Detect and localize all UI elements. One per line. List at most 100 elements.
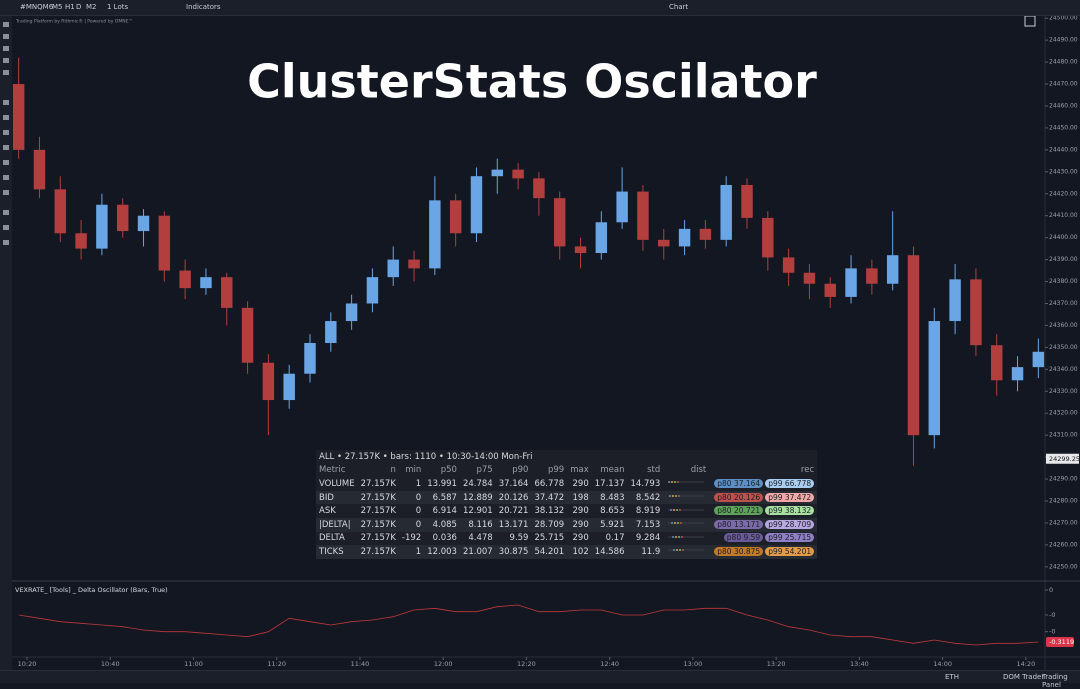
table-cell: 102 xyxy=(572,546,589,557)
candle-body xyxy=(803,272,816,284)
column-header: p75 xyxy=(476,465,493,476)
lots[interactable]: 1 Lots xyxy=(107,3,129,11)
indicators-button[interactable]: Indicators xyxy=(186,3,221,11)
status-button[interactable]: DOM Trader xyxy=(1003,673,1045,681)
y-tick-label: -0 xyxy=(1049,628,1055,636)
x-tick-label: 11:00 xyxy=(184,660,203,668)
timeframe[interactable]: H1 xyxy=(65,3,75,11)
table-cell: 17.137 xyxy=(594,478,625,489)
candle-body xyxy=(762,217,774,258)
table-cell: 4.478 xyxy=(468,533,493,544)
oscillator-line xyxy=(18,604,1039,646)
column-header: p90 xyxy=(512,465,529,476)
table-row: VOLUME 27.157K 1 13.991 24.784 37.164 66.778 29… xyxy=(316,477,817,491)
rec-pill: p99 28.709 xyxy=(765,519,815,529)
candle-body xyxy=(1032,351,1045,368)
rec-pill: p80 30.875 xyxy=(714,546,764,556)
column-header: n xyxy=(390,465,396,476)
dist-dot xyxy=(671,481,674,484)
rec-pill: p80 37.164 xyxy=(714,478,764,488)
column-header: std xyxy=(647,465,661,476)
dist-dot xyxy=(675,495,678,498)
candle-body xyxy=(616,191,628,223)
maximize-button[interactable] xyxy=(1024,15,1036,27)
table-cell: VOLUME xyxy=(319,478,355,489)
table-cell: 8.919 xyxy=(635,506,661,517)
dist-dot xyxy=(682,549,685,552)
table-cell: 0.17 xyxy=(605,533,625,544)
table-cell: 37.472 xyxy=(534,492,565,503)
candle-body xyxy=(699,228,712,240)
table-cell: 28.709 xyxy=(534,519,565,530)
x-tick-label: 11:40 xyxy=(351,660,370,668)
dist-dot xyxy=(681,535,684,538)
dist-dot xyxy=(677,481,680,484)
candle-body xyxy=(137,215,150,232)
candle-body xyxy=(96,204,108,249)
x-tick-label: 12:40 xyxy=(600,660,619,668)
x-tick-label: 10:40 xyxy=(101,660,120,668)
candle-body xyxy=(886,255,899,284)
timeframe[interactable]: D xyxy=(76,3,82,11)
dist-dot xyxy=(680,522,683,525)
rec-cell: p80 13.171 p99 28.709 xyxy=(709,518,817,532)
symbol[interactable]: #MNQM6 xyxy=(20,3,54,11)
column-header: mean xyxy=(600,465,625,476)
dist-dot xyxy=(673,549,676,552)
dist-sparkline xyxy=(668,508,705,511)
left-toolbar xyxy=(0,16,12,670)
table-cell: 0 xyxy=(415,506,422,517)
dist-cell xyxy=(663,491,709,505)
table-cell: BID xyxy=(319,492,334,503)
dist-sparkline xyxy=(668,495,705,498)
candle-body xyxy=(741,184,753,218)
dist-sparkline xyxy=(668,522,705,525)
table-header-row: ALL • 27.157K • bars: 1110 • 10:30-14:00… xyxy=(316,450,817,464)
y-tick-label: 24370.00 xyxy=(1049,300,1078,307)
table-cell: 30.875 xyxy=(498,546,529,557)
table-cell: 1 xyxy=(415,546,422,557)
column-header: p99 xyxy=(548,465,565,476)
candle-body xyxy=(75,233,87,249)
status-button[interactable]: Trading Panel xyxy=(1042,673,1068,689)
rec-pill: p99 25.715 xyxy=(765,533,815,543)
y-tick-label: 24420.00 xyxy=(1049,190,1078,197)
candle-body xyxy=(387,259,399,278)
table-cell: DELTA xyxy=(319,533,345,544)
dist-dot xyxy=(676,508,679,511)
x-tick-label: 14:20 xyxy=(1016,660,1035,668)
column-row: Metric n min p50 p75 p90 p99 max mean std dist rec xyxy=(316,464,817,478)
x-tick-label: 12:00 xyxy=(434,660,453,668)
y-tick-label: 24250.00 xyxy=(1049,563,1078,570)
dist-dot xyxy=(678,535,681,538)
candle-body xyxy=(262,362,275,401)
rec-pill: p99 54.201 xyxy=(765,546,815,556)
candle-body xyxy=(845,268,857,297)
session[interactable]: ETH xyxy=(945,673,959,681)
table-cell: 11.9 xyxy=(641,546,661,557)
candle-body xyxy=(33,149,46,190)
y-tick-label: 24410.00 xyxy=(1049,212,1078,219)
dist-dot xyxy=(668,481,671,484)
table-cell: 9.59 xyxy=(509,533,529,544)
candle-body xyxy=(824,283,836,297)
table-cell: 6.587 xyxy=(432,492,457,503)
table-row: BID 27.157K 0 6.587 12.889 20.126 37.472 198 8.4… xyxy=(316,490,818,505)
dist-dot xyxy=(679,549,682,552)
dist-dot xyxy=(673,508,676,511)
y-tick-label: 24440.00 xyxy=(1049,146,1078,153)
table-cell: 27.157K xyxy=(360,478,396,489)
dist-sparkline xyxy=(668,549,705,552)
table-cell: 27.157K xyxy=(360,533,396,544)
table-cell: 14.793 xyxy=(630,478,661,489)
candle-body xyxy=(116,204,129,232)
rec-cell: p80 30.875 p99 54.201 xyxy=(709,545,817,559)
last-value-tag xyxy=(1046,636,1074,647)
table-row: DELTA 27.157K -192 0.036 4.478 9.59 25.715 290 0… xyxy=(316,532,817,546)
y-tick-label: 24430.00 xyxy=(1049,168,1078,175)
table-cell: -192 xyxy=(401,533,422,544)
timeframe[interactable]: M2 xyxy=(86,3,97,11)
timeframe[interactable]: M5 xyxy=(52,3,63,11)
